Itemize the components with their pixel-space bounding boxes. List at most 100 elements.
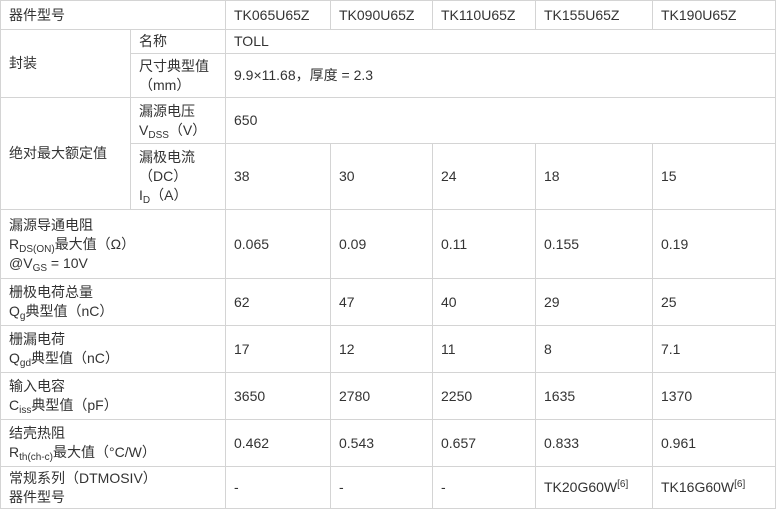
row-label: 常规系列（DTMOSIV） 器件型号 — [0, 466, 226, 509]
table-row-qgd: 栅漏电荷 Qgd典型值（nC） 17 12 11 8 7.1 — [0, 325, 776, 373]
text-segment: @V — [9, 254, 33, 271]
value-cell: 15 — [652, 143, 776, 210]
value-cell: 2780 — [330, 372, 433, 420]
text-segment: 典型值（nC） — [25, 303, 114, 319]
value-cell: 29 — [535, 278, 653, 326]
value-cell: 1370 — [652, 372, 776, 420]
text-segment: 漏源电压 — [139, 102, 195, 119]
value-cell: - — [225, 466, 331, 509]
value-cell: 3650 — [225, 372, 331, 420]
text-segment: 器件型号 — [9, 488, 65, 505]
text-segment: 漏源导通电阻 — [9, 216, 93, 233]
label-line: VDSS（V） — [139, 121, 217, 141]
row-label: 尺寸典型值 （mm） — [130, 53, 226, 98]
subscript: g — [19, 311, 26, 322]
text-segment: 最大值（°C/W） — [53, 444, 156, 460]
label-line: 漏源导通电阻 — [9, 216, 217, 235]
value-cell: - — [432, 466, 536, 509]
text-segment: 栅漏电荷 — [9, 331, 65, 347]
text-segment: Q — [9, 303, 20, 319]
label-line: Qg典型值（nC） — [9, 302, 217, 322]
text-segment: V — [139, 121, 149, 138]
value-cell: 1635 — [535, 372, 653, 420]
value-cell: TK20G60W[6] — [535, 466, 653, 509]
reference-superscript: [6] — [734, 479, 746, 490]
row-label: 栅极电荷总量 Qg典型值（nC） — [0, 278, 226, 326]
label-line: 栅极电荷总量 — [9, 283, 217, 302]
row-label: 名称 — [130, 29, 226, 54]
value-cell: 0.961 — [652, 419, 776, 467]
value-cell: 0.833 — [535, 419, 653, 467]
subscript: DSS — [148, 129, 169, 141]
label-line: 栅漏电荷 — [9, 330, 217, 349]
subscript: DS(ON) — [19, 243, 55, 255]
value-cell: 38 — [225, 143, 331, 210]
header-row: 器件型号 TK065U65Z TK090U65Z TK110U65Z TK155U65Z… — [0, 0, 776, 30]
value-cell: 9.9×11.68，厚度 = 2.3 — [225, 53, 776, 98]
value-cell: 0.09 — [330, 209, 433, 279]
table-row-id: 漏极电流 （DC） ID（A） 38 30 24 18 15 — [1, 143, 776, 210]
table-row-ciss: 输入电容 Ciss典型值（pF） 3650 2780 2250 1635 1370 — [0, 372, 776, 420]
row-label: 漏源电压 VDSS（V） — [130, 97, 226, 144]
label-line: 常规系列（DTMOSIV） — [9, 469, 217, 488]
subscript: iss — [19, 405, 32, 416]
text-segment: C — [9, 397, 20, 413]
text-segment: TK16G60W — [661, 479, 735, 495]
value-cell: 17 — [225, 325, 331, 373]
text-segment: 尺寸典型值 — [139, 57, 209, 74]
group-label-absolute_max: 绝对最大额定值 — [0, 97, 131, 210]
value-cell: 25 — [652, 278, 776, 326]
model-header: TK155U65Z — [535, 0, 653, 30]
row-label: 结壳热阻 Rth(ch-c)最大值（°C/W） — [0, 419, 226, 467]
model-header: TK190U65Z — [652, 0, 776, 30]
label-line: 漏极电流 — [139, 148, 217, 167]
value-cell: 0.155 — [535, 209, 653, 279]
text-segment: R — [9, 235, 20, 252]
text-segment: 名称 — [139, 33, 167, 49]
table-row-rth: 结壳热阻 Rth(ch-c)最大值（°C/W） 0.462 0.543 0.657 0.8… — [0, 419, 776, 467]
value-cell: 40 — [432, 278, 536, 326]
row-label: 栅漏电荷 Qgd典型值（nC） — [0, 325, 226, 373]
value-cell: 0.657 — [432, 419, 536, 467]
value-cell: 650 — [225, 97, 776, 144]
label-line: RDS(ON)最大值（Ω） — [9, 235, 217, 255]
text-segment: （V） — [168, 121, 207, 138]
model-header: TK090U65Z — [330, 0, 433, 30]
label-line: 结壳热阻 — [9, 424, 217, 443]
reference-superscript: [6] — [617, 479, 629, 490]
group-label-package: 封装 — [0, 29, 131, 98]
table-row-dtmos: 常规系列（DTMOSIV） 器件型号 - - - TK20G60W[6] TK16G60W[… — [0, 466, 776, 509]
header-label: 器件型号 — [0, 0, 226, 30]
table-row-qg: 栅极电荷总量 Qg典型值（nC） 62 47 40 29 25 — [0, 278, 776, 326]
label-line: 器件型号 — [9, 488, 217, 507]
label-line: 尺寸典型值 — [139, 57, 217, 76]
table-row-rds-on: 漏源导通电阻 RDS(ON)最大值（Ω） @VGS = 10V 0.065 0.09 0.… — [0, 209, 776, 279]
value-cell: 0.462 — [225, 419, 331, 467]
subscript: D — [142, 195, 151, 206]
text-segment: 漏极电流 — [139, 149, 195, 165]
model-header: TK110U65Z — [432, 0, 536, 30]
table-row-package-name: 封装 名称 TOLL — [0, 29, 776, 98]
text-segment: （DC） — [139, 168, 188, 184]
value-cell: 11 — [432, 325, 536, 373]
label-line: 漏源电压 — [139, 102, 217, 121]
text-segment: 结壳热阻 — [9, 425, 65, 441]
value-cell: - — [330, 466, 433, 509]
row-label: 漏极电流 （DC） ID（A） — [130, 143, 226, 210]
label-line: Rth(ch-c)最大值（°C/W） — [9, 443, 217, 463]
row-label: 输入电容 Ciss典型值（pF） — [0, 372, 226, 420]
value-cell: TK16G60W[6] — [652, 466, 776, 509]
text-segment: R — [9, 444, 20, 460]
value-cell: 47 — [330, 278, 433, 326]
text-segment: TK20G60W — [544, 479, 618, 495]
subscript: th(ch-c) — [19, 452, 54, 463]
value-cell: 8 — [535, 325, 653, 373]
text-segment: 典型值（nC） — [31, 350, 119, 366]
value-cell: 0.065 — [225, 209, 331, 279]
label-line: （DC） — [139, 167, 217, 186]
value-cell: 24 — [432, 143, 536, 210]
text-segment: 常规系列（DTMOSIV） — [9, 469, 157, 486]
table-row-vdss: 绝对最大额定值 漏源电压 VDSS（V） 650 — [0, 97, 776, 210]
